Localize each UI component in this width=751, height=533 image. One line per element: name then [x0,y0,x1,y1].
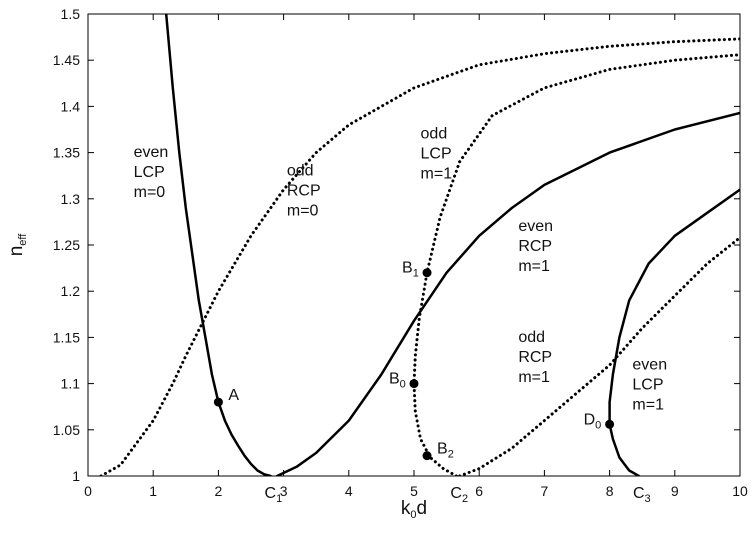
x-tick-label: 4 [345,483,353,499]
y-tick-label: 1.25 [53,237,80,253]
curve-annotation: even LCP m=1 [632,357,667,414]
y-tick-label: 1.2 [61,283,81,299]
y-tick-label: 1.1 [61,376,81,392]
point-marker [605,419,615,429]
x-tick-label: 2 [215,483,223,499]
point-label: A [228,387,239,404]
point-marker [213,397,223,407]
cutoff-label: C1 [265,485,283,505]
annotations-layer: even LCP m=0 odd RCP m=0 odd LCP m=1 even RCP m=1 od… [134,126,667,414]
x-tick-label: 7 [541,483,549,499]
cutoff-label: C2 [450,485,468,505]
y-tick-label: 1.35 [53,145,80,161]
y-tick-label: 1.45 [53,52,80,68]
y-tick-label: 1.4 [61,98,81,114]
cutoff-label: C3 [633,485,651,505]
point-marker [409,379,419,389]
curve-annotation: even LCP m=0 [134,144,169,201]
ticks-layer: 0 1 2 3 4 5 6 7 8 9 1011.051.11.151.21.251.31.351.… [53,6,748,499]
y-axis-label: neff [6,233,29,257]
y-tick-label: 1.15 [53,329,80,345]
x-tick-label: 3 [280,483,288,499]
curves-layer [99,14,740,476]
series-line-3 [412,53,740,476]
point-label: B0 [389,371,406,391]
point-label: B2 [437,441,454,461]
x-tick-label: 1 [149,483,157,499]
y-tick-label: 1 [72,468,80,484]
series-line-5 [608,188,740,476]
x-tick-label: 5 [410,483,418,499]
point-label: D0 [584,411,602,431]
series-line-0 [164,14,272,476]
x-tick-label: 10 [732,483,748,499]
x-tick-label: 6 [475,483,483,499]
series-line-2 [275,111,740,476]
curve-annotation: odd LCP m=1 [421,126,453,183]
point-marker [422,451,432,461]
curve-annotation: odd RCP m=0 [287,163,321,220]
point-marker [422,268,432,278]
x-axis-label: k0d [401,498,427,521]
series-line-4 [458,236,740,476]
x-tick-label: 9 [671,483,679,499]
y-tick-label: 1.5 [61,6,81,22]
y-tick-label: 1.05 [53,422,80,438]
curve-annotation: even RCP m=1 [518,218,553,275]
x-tick-label: 8 [606,483,614,499]
y-tick-label: 1.3 [61,191,81,207]
x-tick-label: 0 [84,483,92,499]
curve-annotation: odd RCP m=1 [518,329,552,386]
series-line-1 [99,37,740,476]
points-layer: A B1 B0 B2 D0 C1 C2 C3 [213,260,651,505]
point-label: B1 [402,260,419,280]
